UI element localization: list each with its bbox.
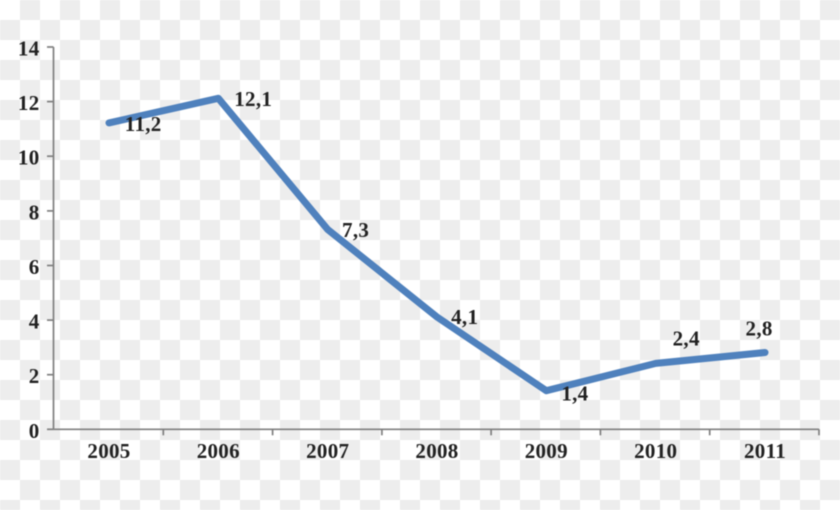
svg-text:2: 2 xyxy=(29,364,40,388)
svg-text:2009: 2009 xyxy=(525,439,568,463)
svg-text:10: 10 xyxy=(18,146,40,170)
svg-text:14: 14 xyxy=(18,37,40,61)
svg-text:2005: 2005 xyxy=(87,439,130,463)
svg-text:2007: 2007 xyxy=(306,439,349,463)
svg-text:2006: 2006 xyxy=(197,439,240,463)
svg-text:0: 0 xyxy=(29,419,40,443)
svg-text:8: 8 xyxy=(29,200,40,224)
svg-text:6: 6 xyxy=(29,255,40,279)
svg-text:4,1: 4,1 xyxy=(451,305,478,329)
svg-text:12,1: 12,1 xyxy=(234,87,272,111)
svg-text:4: 4 xyxy=(29,310,40,334)
svg-text:1,4: 1,4 xyxy=(561,382,588,406)
svg-text:2011: 2011 xyxy=(744,439,786,463)
svg-text:2008: 2008 xyxy=(415,439,458,463)
svg-text:12: 12 xyxy=(18,91,40,115)
svg-text:2010: 2010 xyxy=(634,439,677,463)
svg-text:7,3: 7,3 xyxy=(342,218,369,242)
svg-text:2,8: 2,8 xyxy=(746,317,773,341)
svg-text:11,2: 11,2 xyxy=(125,112,162,136)
svg-text:2,4: 2,4 xyxy=(673,327,700,351)
